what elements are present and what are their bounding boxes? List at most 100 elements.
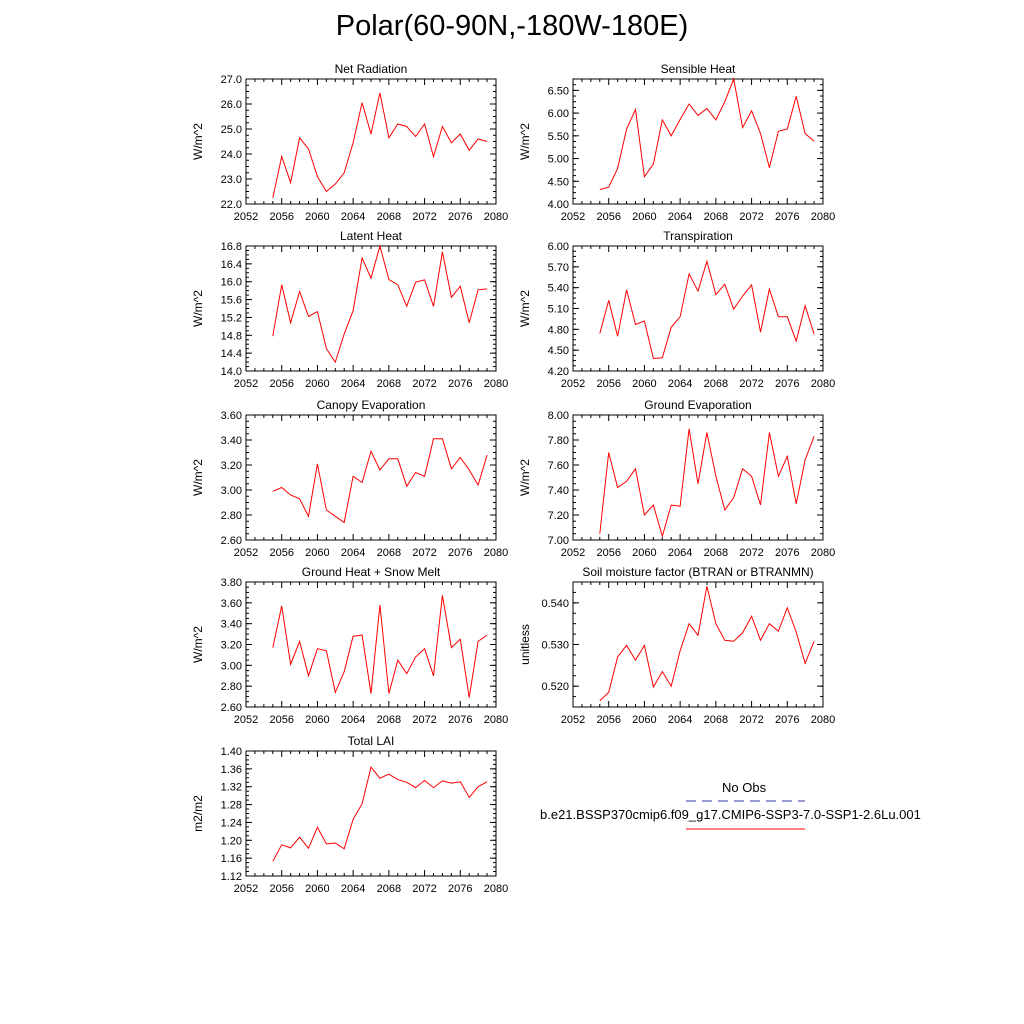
panel-4-ytick-label: 4.80 [548, 324, 569, 336]
panel-9-xtick-label: 2060 [305, 883, 329, 895]
panel-3-xtick-label: 2060 [305, 378, 329, 390]
panel-3-ytick-label: 14.8 [221, 330, 242, 342]
panel-4-ytick-label: 4.50 [548, 345, 569, 357]
panel-9-title: Total LAI [348, 734, 395, 748]
panel-4-ytick-label: 4.20 [548, 366, 569, 378]
panel-3-ytick-label: 15.2 [221, 312, 242, 324]
panel-3-xtick-label: 2056 [269, 378, 293, 390]
legend: No Obs b.e21.BSSP370cmip6.f09_g17.CMIP6-… [520, 778, 970, 838]
panel-7-ytick-label: 3.80 [221, 577, 242, 589]
panel-5-series-line [272, 438, 488, 524]
panel-6-xtick-label: 2060 [632, 547, 656, 559]
panel-8-frame [572, 581, 824, 708]
panel-2-xtick-label: 2060 [632, 211, 656, 223]
panel-4-ylabel: W/m^2 [518, 290, 532, 327]
panel-6-ytick-label: 7.40 [548, 485, 569, 497]
panel-5-title: Canopy Evaporation [317, 398, 426, 412]
panel-6-ytick-label: 8.00 [548, 410, 569, 422]
panel-9-ytick-label: 1.16 [221, 853, 242, 865]
panel-3-xtick-label: 2052 [234, 378, 258, 390]
panel-2-frame [572, 78, 824, 205]
panel-3-ytick-label: 14.4 [221, 348, 242, 360]
panel-9-series-line [272, 765, 488, 862]
panel-8-ytick-label: 0.520 [541, 681, 569, 693]
panel-1-xtick-label: 2060 [305, 211, 329, 223]
panel-1-ytick-label: 25.0 [221, 124, 242, 136]
panel-4-title: Transpiration [663, 229, 733, 243]
panel-5-xtick-label: 2076 [448, 547, 472, 559]
panel-2-xtick-label: 2076 [775, 211, 799, 223]
panel-1-ytick-label: 22.0 [221, 199, 242, 211]
panel-3-xtick-label: 2076 [448, 378, 472, 390]
panel-4-ytick-label: 5.70 [548, 262, 569, 274]
panel-9-ytick-label: 1.36 [221, 764, 242, 776]
panel-8-xtick-label: 2052 [561, 714, 585, 726]
panel-2-ytick-label: 4.00 [548, 199, 569, 211]
panel-5-ytick-label: 3.60 [221, 410, 242, 422]
panel-2-ytick-label: 4.50 [548, 176, 569, 188]
panel-6-xtick-label: 2052 [561, 547, 585, 559]
panel-1-ytick-label: 23.0 [221, 174, 242, 186]
panel-9-xtick-label: 2072 [412, 883, 436, 895]
legend-obs-label: No Obs [722, 780, 767, 795]
panel-6-ylabel: W/m^2 [518, 459, 532, 496]
panel-5-ytick-label: 2.60 [221, 535, 242, 547]
panel-4-ytick-label: 5.10 [548, 304, 569, 316]
panel-5-ytick-label: 2.80 [221, 510, 242, 522]
panel-7-ytick-label: 2.80 [221, 681, 242, 693]
panel-3-frame [245, 245, 497, 372]
panel-3-xtick-label: 2080 [484, 378, 508, 390]
panel-9-xtick-label: 2080 [484, 883, 508, 895]
panel-1-ytick-label: 26.0 [221, 99, 242, 111]
panel-8-xtick-label: 2072 [739, 714, 763, 726]
panel-3-series-line [272, 244, 488, 364]
panel-7-title: Ground Heat + Snow Melt [302, 565, 441, 579]
panel-2-xtick-label: 2056 [596, 211, 620, 223]
panel-3-ylabel: W/m^2 [191, 290, 205, 327]
page-title: Polar(60-90N,-180W-180E) [335, 10, 689, 42]
panel-9-xtick-label: 2056 [269, 883, 293, 895]
panel-6-xtick-label: 2076 [775, 547, 799, 559]
panel-1-xtick-label: 2064 [341, 211, 365, 223]
panel-7-xtick-label: 2056 [269, 714, 293, 726]
panel-8-xtick-label: 2076 [775, 714, 799, 726]
panel-2-xtick-label: 2068 [704, 211, 728, 223]
panel-7-ytick-label: 3.40 [221, 619, 242, 631]
panel-1-title: Net Radiation [335, 62, 408, 76]
panel-9-ytick-label: 1.40 [221, 746, 242, 758]
panel-5-frame [245, 414, 497, 541]
panel-2-ytick-label: 5.00 [548, 154, 569, 166]
panel-4-xtick-label: 2056 [596, 378, 620, 390]
legend-model-label: b.e21.BSSP370cmip6.f09_g17.CMIP6-SSP3-7.… [540, 807, 921, 822]
panel-7-xtick-label: 2068 [377, 714, 401, 726]
panel-8-ylabel: unitless [518, 624, 532, 665]
panel-8-ytick-label: 0.530 [541, 640, 569, 652]
panel-9-xtick-label: 2068 [377, 883, 401, 895]
panel-1-frame [245, 78, 497, 205]
panel-7-xtick-label: 2060 [305, 714, 329, 726]
panel-3-ytick-label: 16.8 [221, 241, 242, 253]
panel-5-ytick-label: 3.20 [221, 460, 242, 472]
panel-9-xtick-label: 2052 [234, 883, 258, 895]
panel-7-ytick-label: 3.20 [221, 640, 242, 652]
panel-8-xtick-label: 2056 [596, 714, 620, 726]
panel-9-ytick-label: 1.12 [221, 871, 242, 883]
panel-6-series-line [599, 428, 815, 539]
panel-8-xtick-label: 2060 [632, 714, 656, 726]
panel-5-xtick-label: 2056 [269, 547, 293, 559]
panel-7-ytick-label: 3.60 [221, 598, 242, 610]
panel-9-ylabel: m2/m2 [191, 795, 205, 832]
panel-6-ytick-label: 7.60 [548, 460, 569, 472]
panel-1-xtick-label: 2056 [269, 211, 293, 223]
panel-4-xtick-label: 2068 [704, 378, 728, 390]
panel-2-series-line [599, 77, 815, 190]
panel-6-xtick-label: 2064 [668, 547, 692, 559]
panel-3-ytick-label: 16.4 [221, 259, 242, 271]
panel-2-ylabel: W/m^2 [518, 123, 532, 160]
panel-6-title: Ground Evaporation [644, 398, 751, 412]
panel-4-xtick-label: 2052 [561, 378, 585, 390]
panel-5-xtick-label: 2072 [412, 547, 436, 559]
panel-9-ytick-label: 1.28 [221, 800, 242, 812]
panel-4-series-line [599, 259, 815, 360]
